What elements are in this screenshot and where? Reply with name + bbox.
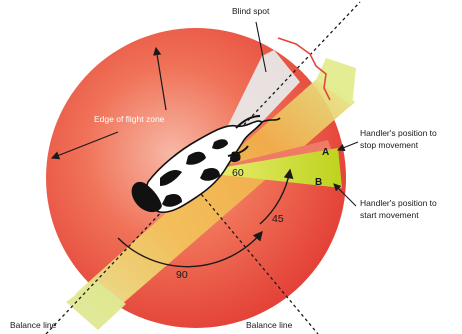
label-blind-spot: Blind spot [232, 6, 270, 16]
cow-silhouette [131, 115, 281, 214]
pointer-a [336, 141, 359, 152]
label-handler-stop-2: stop movement [360, 140, 419, 150]
blind-spot-pointer [255, 21, 267, 73]
label-point-b: B [315, 177, 322, 188]
label-handler-start-2: start movement [360, 210, 419, 220]
label-angle-60: 60 [232, 167, 244, 179]
pointer-b [333, 183, 357, 207]
start-movement-wedge [196, 148, 342, 188]
balance-band-head [316, 58, 356, 106]
edge-arrow-up [153, 46, 167, 111]
balance-band-tail [66, 280, 126, 330]
edge-arrow-left [50, 131, 119, 160]
stop-movement-wedge [196, 140, 332, 172]
label-handler-stop-1: Handler's position to [360, 128, 437, 138]
angle-arc-45 [259, 168, 294, 225]
label-edge-of-flight-zone: Edge of flight zone [94, 114, 165, 124]
label-handler-start-1: Handler's position to [360, 198, 437, 208]
blind-spot-bracket [277, 37, 331, 101]
label-angle-90: 90 [176, 269, 188, 281]
label-angle-45: 45 [272, 213, 284, 225]
label-balance-line-left: Balance line [10, 320, 57, 330]
balance-line-right [185, 175, 319, 334]
label-balance-line-right: Balance line [246, 320, 293, 330]
angle-arc-90 [117, 230, 263, 268]
label-point-a: A [322, 147, 329, 158]
